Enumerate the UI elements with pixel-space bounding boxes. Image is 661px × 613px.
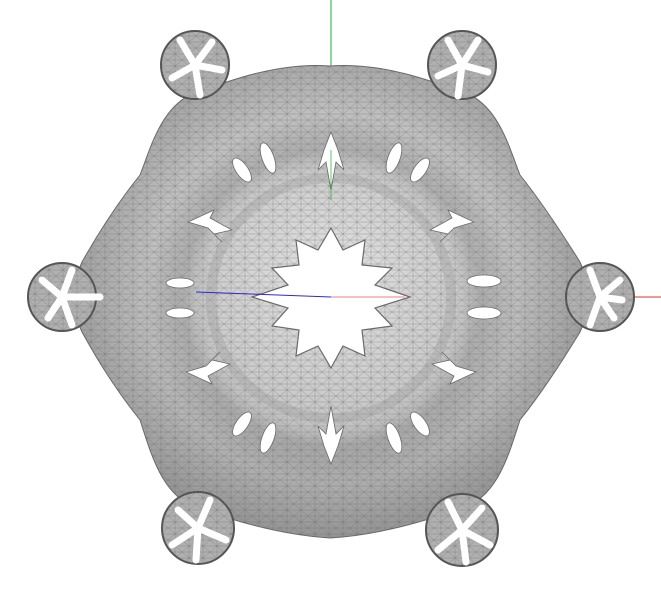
z-axis-line — [195, 291, 332, 298]
mesh-model[interactable] — [27, 30, 635, 567]
inner-slot-holes — [184, 130, 478, 466]
central-star-hole — [250, 226, 412, 370]
outer-lobe-bottom-left — [161, 491, 235, 565]
outer-lobe-top-right — [427, 30, 497, 100]
oval-slot-holes — [165, 142, 502, 454]
outer-lobe-bottom-right — [425, 493, 499, 567]
outer-lobe-top-left — [160, 30, 230, 100]
outer-lobe-right — [565, 262, 635, 332]
outer-lobe-left — [27, 262, 104, 332]
